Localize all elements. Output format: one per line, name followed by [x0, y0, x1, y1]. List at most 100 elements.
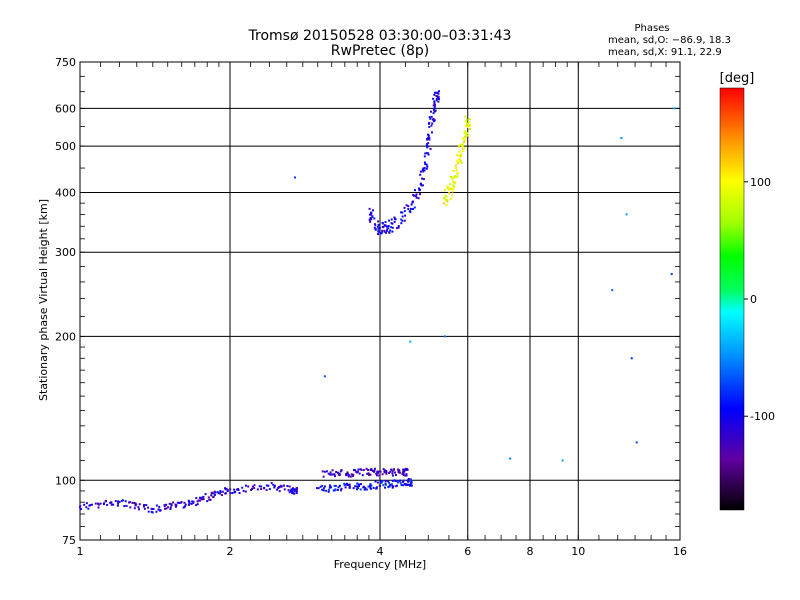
- echo-point: [457, 158, 460, 161]
- echo-point: [219, 492, 222, 495]
- echo-point: [460, 161, 463, 164]
- echo-point: [464, 130, 467, 133]
- echo-point: [443, 189, 446, 192]
- echo-point: [336, 471, 339, 474]
- echo-point: [454, 175, 457, 178]
- echo-point: [407, 205, 410, 208]
- x-tick-label: 10: [571, 545, 585, 558]
- echo-point: [265, 484, 268, 487]
- echo-point: [361, 474, 364, 477]
- echo-point: [329, 471, 332, 474]
- echo-point: [451, 190, 454, 193]
- echo-point: [445, 195, 448, 198]
- echo-point: [229, 488, 232, 491]
- echo-point: [184, 503, 187, 506]
- echo-point: [459, 160, 462, 163]
- echo-point: [352, 473, 355, 476]
- echo-point: [409, 340, 412, 343]
- echo-point: [97, 502, 100, 505]
- echo-point: [165, 503, 168, 506]
- echo-point: [370, 484, 373, 487]
- echo-point: [384, 482, 387, 485]
- echo-point: [393, 217, 396, 220]
- colorbar-label: [deg]: [720, 71, 755, 86]
- echo-point: [384, 231, 387, 234]
- echo-point: [454, 164, 457, 167]
- echo-point: [427, 153, 430, 156]
- colorbar-tick-label: -100: [750, 410, 775, 423]
- echo-point: [458, 150, 461, 153]
- echo-point: [390, 483, 393, 486]
- echo-point: [327, 488, 330, 491]
- echo-point: [620, 137, 623, 140]
- echo-point: [253, 487, 256, 490]
- echo-point: [391, 470, 394, 473]
- echo-point: [387, 227, 390, 230]
- y-axis-label: Stationary phase Virtual Height [km]: [37, 199, 50, 401]
- echo-point: [329, 473, 332, 476]
- echo-point: [353, 469, 356, 472]
- echo-point: [85, 502, 88, 505]
- echo-point: [434, 109, 437, 112]
- echo-point: [344, 486, 347, 489]
- echo-point: [220, 494, 223, 497]
- echo-point: [468, 124, 471, 127]
- echo-point: [451, 194, 454, 197]
- echo-point: [400, 484, 403, 487]
- echo-point: [443, 335, 446, 338]
- y-tick-label: 400: [55, 186, 76, 199]
- echo-point: [319, 485, 322, 488]
- chart-subtitle: RwPretec (8p): [331, 43, 429, 59]
- echo-point: [384, 224, 387, 227]
- echo-point: [445, 204, 448, 207]
- echo-point: [466, 126, 469, 129]
- colorbar-tick-label: 100: [750, 176, 771, 189]
- echo-point: [170, 504, 173, 507]
- echo-point: [360, 483, 363, 486]
- echo-point: [351, 475, 354, 478]
- echo-point: [456, 162, 459, 165]
- echo-point: [180, 501, 183, 504]
- echo-point: [412, 200, 415, 203]
- echo-point: [371, 216, 374, 219]
- echo-point: [413, 206, 416, 209]
- echo-point: [509, 457, 512, 460]
- echo-point: [133, 502, 136, 505]
- echo-point: [427, 145, 430, 148]
- echo-point: [410, 484, 413, 487]
- echo-point: [321, 470, 324, 473]
- echo-point: [364, 486, 367, 489]
- echo-point: [169, 508, 172, 511]
- echo-point: [376, 233, 379, 236]
- echo-point: [213, 493, 216, 496]
- echo-point: [190, 502, 193, 505]
- echo-point: [388, 471, 391, 474]
- x-tick-label: 6: [464, 545, 471, 558]
- echo-point: [427, 134, 430, 137]
- echo-point: [443, 202, 446, 205]
- echo-point: [466, 123, 469, 126]
- echo-point: [430, 110, 433, 113]
- echo-point: [397, 225, 400, 228]
- echo-point: [369, 468, 372, 471]
- echo-point: [367, 472, 370, 475]
- echo-point: [99, 502, 102, 505]
- echo-point: [295, 488, 298, 491]
- echo-point: [337, 473, 340, 476]
- echo-point: [293, 176, 296, 179]
- echo-point: [403, 206, 406, 209]
- echo-point: [322, 487, 325, 490]
- echo-point: [321, 488, 324, 491]
- echo-point: [457, 160, 460, 163]
- echo-point: [330, 486, 333, 489]
- echo-point: [415, 196, 418, 199]
- echo-point: [117, 502, 120, 505]
- echo-point: [390, 218, 393, 221]
- echo-point: [170, 503, 173, 506]
- echo-point: [382, 484, 385, 487]
- echo-point: [463, 147, 466, 150]
- echo-point: [431, 122, 434, 125]
- echo-point: [630, 357, 633, 360]
- echo-point: [204, 493, 207, 496]
